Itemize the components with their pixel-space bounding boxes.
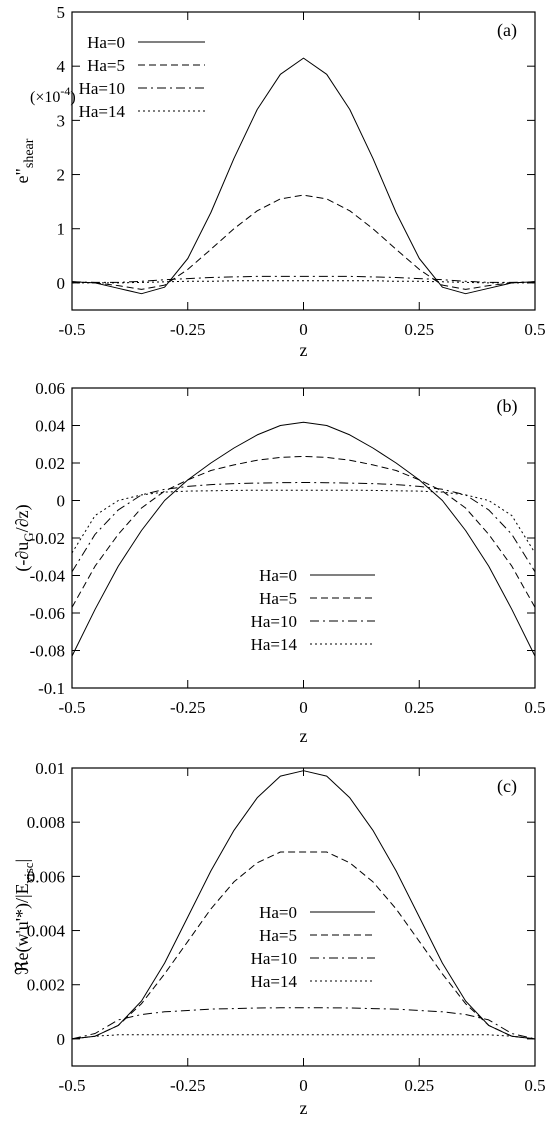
chart-panel-3: -0.5 -0.25 0 0.25 0.5 0 0.002 0.004 0.006 0.008 0.… [12,759,546,1118]
series-line-Ha=10 [71,275,536,283]
y-tick-label: 0.01 [35,759,65,778]
y-tick-label: 0.006 [27,867,65,886]
x-tick-label: 0 [299,1076,308,1095]
series-line-Ha=5 [71,455,536,608]
legend: Ha=0 Ha=5 Ha=10 Ha=14 [251,903,375,991]
y-tick-label: -0.02 [30,529,65,548]
y-tick-label: 0.002 [27,976,65,995]
chart-panel-2: -0.5 -0.25 0 0.25 0.5 -0.1 -0.08 -0.06 -0.04 -0.0… [12,379,546,746]
y-tick-label: 0 [57,492,66,511]
legend-label: Ha=5 [87,56,125,75]
x-tick-label: -0.5 [59,1076,86,1095]
y-tick-label: 3 [57,111,66,130]
y-tick-label: -0.1 [38,679,65,698]
y-tick-label: 0.04 [35,417,65,436]
legend-label: Ha=10 [79,79,125,98]
legend-label: Ha=10 [251,612,297,631]
y-tick-label: 0.06 [35,379,65,398]
legend-label: Ha=14 [251,972,298,991]
series-line-Ha=0 [71,770,536,1040]
x-axis-label: z [300,1098,308,1118]
y-tick-label: -0.08 [30,642,65,661]
series-line-Ha=10 [71,482,536,573]
y-tick-label: 0.008 [27,813,65,832]
legend-label: Ha=5 [259,589,297,608]
x-tick-label: -0.25 [170,320,205,339]
x-tick-label: -0.25 [170,698,205,717]
chart-panel-1: -0.5 -0.25 0 0.25 0.5 0 1 2 3 4 5 z e"shear (×10-4) (a… [12,3,546,360]
legend-label: Ha=0 [259,903,297,922]
y-axis-label: ℜe(w'u'*)/|Evisc| [12,859,36,975]
x-tick-label: 0.5 [524,1076,545,1095]
y-tick-label: 0 [57,1030,66,1049]
series-line-Ha=0 [71,421,536,657]
legend-label: Ha=5 [259,926,297,945]
legend-label: Ha=14 [251,635,298,654]
x-tick-label: 0 [299,698,308,717]
x-tick-label: -0.25 [170,1076,205,1095]
series-line-Ha=14 [71,489,536,554]
legend-label: Ha=10 [251,949,297,968]
legend-label: Ha=14 [79,102,126,121]
y-tick-label: 2 [57,166,66,185]
panel-label: (a) [497,20,517,41]
series-line-Ha=5 [71,851,536,1040]
plot-frame [71,767,536,1067]
y-tick-label: 4 [57,57,66,76]
panel-label: (c) [497,776,517,797]
x-tick-label: 0.25 [404,698,434,717]
legend-label: Ha=0 [259,566,297,585]
y-tick-label: -0.04 [30,567,66,586]
series-line-Ha=14 [72,280,535,284]
x-tick-label: 0.5 [524,698,545,717]
x-tick-label: -0.5 [59,698,86,717]
x-tick-label: 0.25 [404,320,434,339]
x-tick-label: -0.5 [59,320,86,339]
series-line-Ha=14 [71,1034,536,1040]
x-axis-label: z [300,340,308,360]
plot-frame [71,387,536,689]
y-tick-label: 0.02 [35,454,65,473]
series-line-Ha=0 [71,57,536,295]
panel-label: (b) [497,396,518,417]
legend: Ha=0 Ha=5 Ha=10 Ha=14 [79,33,205,121]
series-line-Ha=5 [71,194,536,290]
y-axis-label: (-∂uG/∂z) [12,504,36,571]
series-line-Ha=10 [71,1007,536,1040]
y-axis-label: e"shear [12,138,37,183]
y-tick-label: 0.004 [27,922,66,941]
legend-label: Ha=0 [87,33,125,52]
legend: Ha=0 Ha=5 Ha=10 Ha=14 [251,566,375,654]
x-tick-label: 0.25 [404,1076,434,1095]
multiplier-label: (×10-4) [30,84,76,106]
plot-frame [71,11,536,311]
y-tick-label: 1 [57,220,66,239]
x-tick-label: 0.5 [524,320,545,339]
y-tick-label: 0 [57,274,66,293]
y-tick-label: 5 [57,3,66,22]
y-tick-label: -0.06 [30,604,65,623]
x-tick-label: 0 [299,320,308,339]
x-axis-label: z [300,726,308,746]
